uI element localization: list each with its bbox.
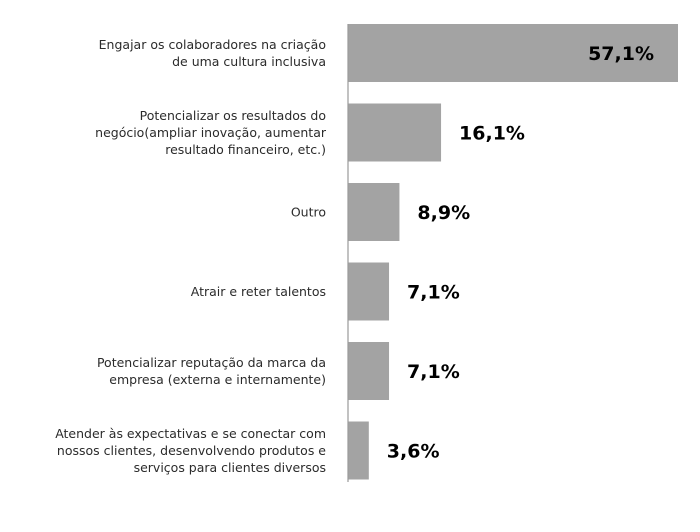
category-label-2: Potencializar os resultados do negócio(am… [95,108,327,157]
bar-3 [348,183,400,241]
category-label-line: Potencializar os resultados do [140,108,326,123]
category-label-4: Atrair e reter talentos [191,284,326,299]
value-label-2: 16,1% [459,123,525,145]
value-labels: 57,1% 16,1% 8,9% 7,1% 7,1% 3,6% [387,43,654,463]
category-label-line: de uma cultura inclusiva [172,54,326,69]
bar-1 [348,24,678,82]
value-label-6: 3,6% [387,441,440,463]
category-label-line: empresa (externa e internamente) [109,372,326,387]
category-label-line: negócio(ampliar inovação, aumentar [95,125,327,140]
bars-group [348,24,678,480]
category-label-5: Potencializar reputação da marca da empre… [97,355,326,387]
bar-5 [348,342,390,400]
value-label-3: 8,9% [417,202,470,224]
category-label-6: Atender às expectativas e se conectar co… [55,426,326,475]
bar-6 [348,421,369,480]
category-label-line: Outro [291,205,326,220]
category-label-line: Engajar os colaboradores na criação [99,37,326,52]
category-label-3: Outro [291,205,326,220]
value-label-1: 57,1% [588,43,654,65]
category-label-line: Atender às expectativas e se conectar co… [55,426,326,441]
bar-4 [348,262,390,321]
value-label-4: 7,1% [407,282,460,304]
value-label-5: 7,1% [407,361,460,383]
category-label-line: Atrair e reter talentos [191,284,326,299]
category-label-line: Potencializar reputação da marca da [97,355,326,370]
category-label-line: resultado financeiro, etc.) [165,142,326,157]
category-label-1: Engajar os colaboradores na criação de um… [99,37,326,69]
bar-2 [348,103,442,162]
category-labels: Engajar os colaboradores na criação de um… [55,37,327,475]
category-label-line: serviços para clientes diversos [134,460,326,475]
category-label-line: nossos clientes, desenvolvendo produtos … [57,443,326,458]
